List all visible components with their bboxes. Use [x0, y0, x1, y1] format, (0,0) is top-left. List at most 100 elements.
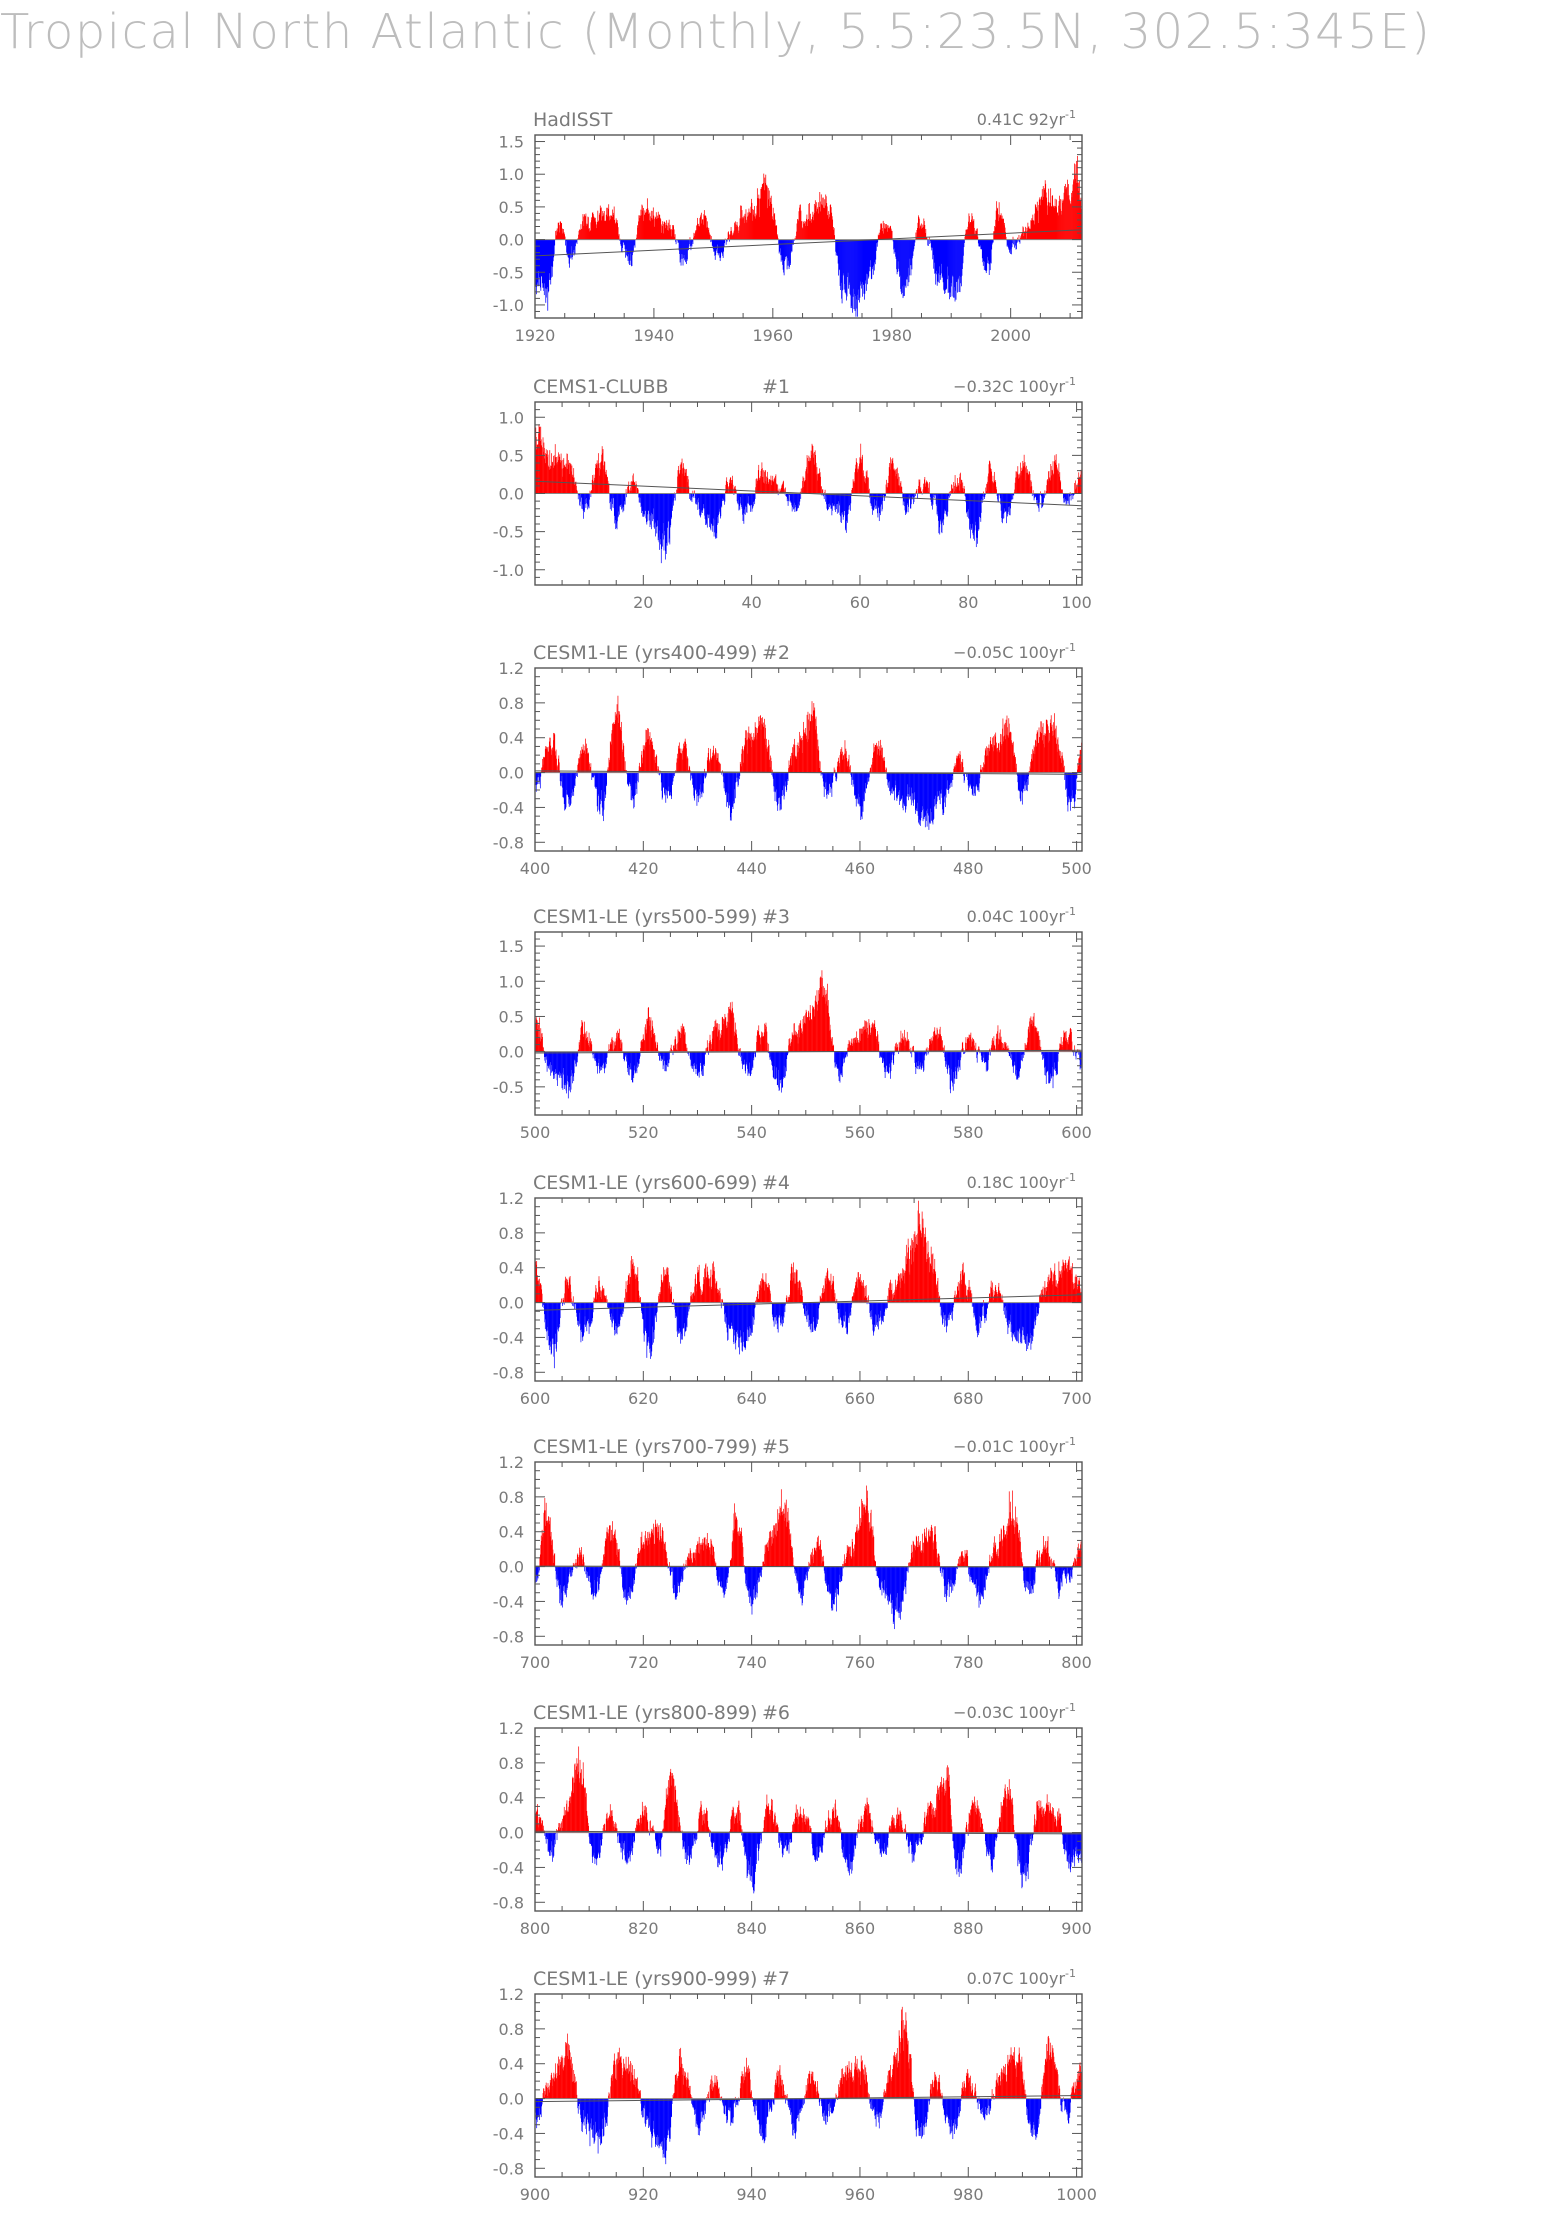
bar-negative — [982, 1051, 984, 1062]
bar-negative — [697, 772, 699, 803]
bar-positive — [772, 475, 774, 494]
bar-negative — [827, 493, 828, 511]
bar-positive — [651, 1020, 653, 1052]
bar-positive — [1053, 735, 1055, 773]
bar-negative — [1068, 772, 1070, 803]
bar-negative — [544, 239, 546, 284]
bar-positive — [875, 746, 877, 773]
bar-negative — [750, 1051, 752, 1074]
bar-negative — [844, 239, 845, 284]
bar-negative — [966, 493, 968, 517]
bar-negative — [900, 239, 902, 292]
bar-negative — [748, 1051, 749, 1072]
bar-negative — [769, 1051, 770, 1058]
bar-positive — [679, 748, 681, 773]
bar-positive — [619, 729, 621, 773]
bar-positive — [598, 463, 600, 494]
bar-positive — [954, 491, 955, 494]
bar-negative — [859, 772, 860, 798]
bar-positive — [1049, 732, 1050, 773]
bar-negative — [570, 239, 572, 258]
bar-negative — [973, 493, 975, 533]
bar-negative — [929, 239, 931, 241]
bar-positive — [1062, 201, 1064, 240]
bar-positive — [896, 474, 898, 494]
bar-negative — [1021, 772, 1023, 792]
bar-positive — [1058, 755, 1060, 773]
bar-negative — [673, 493, 674, 506]
bar-positive — [844, 753, 845, 773]
bar-negative — [1075, 1051, 1076, 1057]
bar-negative — [909, 493, 911, 500]
bar-negative — [941, 493, 943, 534]
bar-negative — [920, 1051, 922, 1070]
bar-positive — [733, 1017, 735, 1052]
bar-positive — [853, 481, 855, 494]
y-tick-label: 0.0 — [499, 231, 524, 250]
bar-negative — [856, 239, 857, 300]
bar-positive — [971, 1046, 973, 1052]
bar-negative — [777, 772, 779, 811]
bar-negative — [771, 1051, 773, 1066]
bar-positive — [784, 489, 786, 494]
bar-positive — [736, 1034, 737, 1052]
bar-negative — [563, 1051, 565, 1068]
bar-positive — [1032, 220, 1034, 240]
bar-negative — [923, 1051, 925, 1071]
bar-negative — [543, 239, 545, 291]
bar-negative — [1042, 1051, 1043, 1060]
bar-negative — [978, 772, 979, 788]
bar-negative — [697, 772, 699, 793]
bar-negative — [774, 772, 775, 787]
bar-negative — [868, 772, 869, 778]
bar-positive — [1071, 192, 1072, 240]
bar-negative — [943, 239, 945, 291]
bar-negative — [973, 493, 974, 539]
bar-positive — [768, 484, 770, 494]
bar-positive — [868, 1034, 869, 1052]
bar-negative — [922, 1051, 924, 1068]
bar-negative — [975, 772, 976, 796]
bar-positive — [1079, 756, 1080, 773]
bar-positive — [1034, 753, 1036, 773]
bar-negative — [751, 493, 753, 512]
bar-negative — [638, 1051, 640, 1064]
bar-negative — [910, 493, 912, 505]
bar-positive — [1045, 183, 1047, 240]
bar-negative — [574, 1051, 575, 1060]
bar-positive — [768, 739, 770, 773]
bar-negative — [635, 772, 636, 795]
bar-positive — [788, 768, 789, 773]
bar-positive — [570, 464, 571, 494]
bar-negative — [571, 1051, 573, 1070]
bar-positive — [644, 212, 646, 240]
bar-negative — [974, 772, 976, 796]
y-tick-label: 0.0 — [499, 485, 524, 504]
bar-positive — [641, 204, 643, 240]
y-tick-label: 1.0 — [499, 165, 524, 184]
bar-negative — [733, 772, 734, 804]
bar-negative — [724, 493, 726, 502]
bar-negative — [920, 772, 922, 821]
bar-positive — [859, 457, 861, 494]
bar-positive — [991, 744, 992, 773]
bar-positive — [540, 439, 542, 494]
bar-positive — [937, 1038, 939, 1052]
bar-positive — [1028, 771, 1030, 773]
bar-negative — [672, 772, 673, 785]
bar-negative — [789, 239, 790, 267]
bar-negative — [1075, 1051, 1077, 1060]
bar-negative — [685, 239, 686, 263]
bar-positive — [723, 1018, 724, 1052]
bar-negative — [722, 772, 724, 777]
bar-negative — [929, 772, 931, 809]
panel-run-label: #3 — [762, 906, 790, 928]
bar-positive — [883, 233, 885, 240]
bar-positive — [640, 766, 641, 773]
bar-positive — [641, 215, 642, 240]
bar-positive — [995, 210, 997, 240]
bar-positive — [1078, 190, 1079, 240]
bar-positive — [1006, 734, 1007, 773]
bar-positive — [873, 743, 875, 773]
bar-positive — [758, 464, 760, 494]
